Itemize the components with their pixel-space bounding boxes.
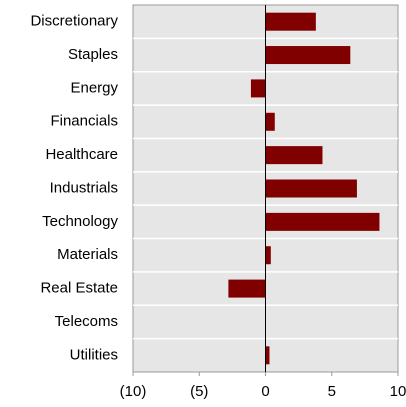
- bar: [265, 46, 351, 65]
- bar: [228, 279, 266, 298]
- bar: [265, 179, 357, 198]
- y-tick-label: Telecoms: [55, 313, 118, 330]
- bar: [250, 79, 266, 98]
- y-tick-label: Financials: [50, 113, 118, 130]
- y-tick-label: Technology: [42, 213, 118, 230]
- bar: [265, 212, 380, 231]
- y-tick-label: Discretionary: [30, 13, 118, 30]
- y-tick-label: Healthcare: [45, 146, 118, 163]
- y-tick-label: Industrials: [50, 179, 118, 196]
- x-tick-label: (5): [190, 383, 208, 400]
- y-tick-label: Real Estate: [40, 280, 118, 297]
- bar: [265, 246, 271, 265]
- x-tick-label: 0: [261, 383, 269, 400]
- y-tick-label: Materials: [57, 246, 118, 263]
- bar: [265, 112, 275, 131]
- bar: [265, 12, 316, 31]
- x-tick-label: (10): [120, 383, 147, 400]
- y-tick-label: Staples: [68, 46, 118, 63]
- y-tick-label: Energy: [70, 79, 118, 96]
- bar: [265, 346, 270, 365]
- x-tick-label: 10: [390, 383, 406, 400]
- bar: [265, 146, 323, 165]
- x-tick-label: 5: [328, 383, 336, 400]
- y-tick-label: Utilities: [70, 346, 118, 363]
